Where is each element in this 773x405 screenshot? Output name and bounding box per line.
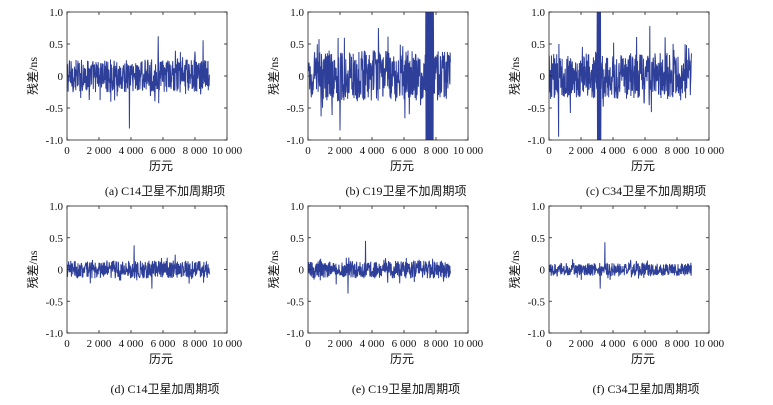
y-tick-label: -0.5 [46,103,64,115]
y-tick-label: -1.0 [46,328,64,340]
x-tick-label: 6 000 [151,145,176,157]
x-tick-label: 2 000 [87,145,112,157]
x-axis-label: 历元 [149,352,173,366]
y-tick-label: -1.0 [46,135,64,147]
x-tick-label: 4 000 [360,338,385,350]
x-axis-label: 历元 [631,352,655,366]
x-tick-label: 0 [305,145,311,157]
x-tick-label: 0 [64,145,70,157]
caption-a: (a) C14卫星不加周期项 [104,184,226,198]
x-tick-label: 4 000 [360,145,385,157]
chart-5: 0 2 000 4 000 6 000 8 000 10 000 -1.0 -0.5 0 0.5 1… [267,201,484,366]
y-tick-label: -1.0 [528,328,546,340]
y-axis-label: 残差/ns [267,250,281,288]
y-tick-label: 0 [540,265,546,277]
y-tick-label: -0.5 [287,103,305,115]
y-axis-label: 残差/ns [267,57,281,95]
y-tick-label: 1.0 [49,201,63,213]
x-tick-label: 0 [64,338,70,350]
y-tick-label: -1.0 [528,135,546,147]
x-axis-label: 历元 [149,159,173,173]
y-tick-label: -0.5 [46,296,64,308]
y-tick-label: 0 [540,71,546,83]
caption-b: (b) C19卫星不加周期项 [345,184,467,198]
x-tick-label: 6 000 [392,338,417,350]
y-tick-label: 0.5 [531,233,545,245]
y-tick-label: -0.5 [528,103,546,115]
y-axis-label: 残差/ns [508,57,522,95]
series-line [549,242,692,289]
x-tick-label: 2 000 [569,338,594,350]
series-line [549,12,692,140]
x-tick-label: 4 000 [119,145,144,157]
y-tick-label: 0.5 [49,39,63,51]
series-line [308,12,451,140]
chart-2: 0 2 000 4 000 6 000 8 000 10 000 -1.0 -0.5 0 0.5 1… [267,7,484,173]
y-tick-label: 0 [58,265,64,277]
y-tick-label: 1.0 [531,201,545,213]
caption-d: (d) C14卫星加周期项 [110,382,220,396]
y-tick-label: -0.5 [287,296,305,308]
x-tick-label: 0 [546,145,552,157]
series-line [67,36,210,129]
x-tick-label: 10 000 [694,338,725,350]
x-tick-label: 4 000 [119,338,144,350]
x-tick-label: 2 000 [328,338,353,350]
x-tick-label: 2 000 [87,338,112,350]
chart-6: 0 2 000 4 000 6 000 8 000 10 000 -1.0 -0.5 0 0.5 1… [508,201,725,366]
y-axis-label: 残差/ns [26,250,40,288]
x-tick-label: 6 000 [633,145,658,157]
x-axis-label: 历元 [390,159,414,173]
y-tick-label: 1.0 [531,7,545,19]
y-tick-label: 0.5 [49,233,63,245]
x-tick-label: 8 000 [424,145,449,157]
caption-f: (f) C34卫星加周期项 [592,382,700,396]
x-tick-label: 6 000 [633,338,658,350]
x-axis-label: 历元 [390,352,414,366]
x-tick-label: 10 000 [453,338,484,350]
x-tick-label: 8 000 [183,338,208,350]
y-tick-label: 0 [299,71,305,83]
y-tick-label: -1.0 [287,135,305,147]
x-tick-label: 8 000 [183,145,208,157]
x-axis-label: 历元 [631,159,655,173]
y-tick-label: 0.5 [290,233,304,245]
y-axis-label: 残差/ns [508,250,522,288]
x-tick-label: 6 000 [151,338,176,350]
chart-3: 0 2 000 4 000 6 000 8 000 10 000 -1.0 -0.5 0 0.5 1… [508,7,725,173]
x-tick-label: 0 [305,338,311,350]
series-line [308,240,451,294]
x-tick-label: 8 000 [424,338,449,350]
x-tick-label: 4 000 [601,338,626,350]
x-tick-label: 10 000 [694,145,725,157]
caption-e: (e) C19卫星加周期项 [351,382,461,396]
x-tick-label: 10 000 [212,145,243,157]
y-tick-label: -1.0 [287,328,305,340]
y-tick-label: 0.5 [290,39,304,51]
x-tick-label: 0 [546,338,552,350]
x-tick-label: 6 000 [392,145,417,157]
series-line [67,245,210,289]
x-tick-label: 10 000 [212,338,243,350]
y-tick-label: 0 [58,71,64,83]
x-tick-label: 2 000 [569,145,594,157]
x-tick-label: 2 000 [328,145,353,157]
chart-4: 0 2 000 4 000 6 000 8 000 10 000 -1.0 -0.5 0 0.5 1… [26,201,243,366]
y-tick-label: 0 [299,265,305,277]
x-tick-label: 4 000 [601,145,626,157]
x-tick-label: 8 000 [665,145,690,157]
caption-c: (c) C34卫星不加周期项 [585,184,707,198]
y-tick-label: -0.5 [528,296,546,308]
x-tick-label: 10 000 [453,145,484,157]
y-tick-label: 1.0 [290,7,304,19]
y-tick-label: 1.0 [49,7,63,19]
y-axis-label: 残差/ns [26,57,40,95]
x-tick-label: 8 000 [665,338,690,350]
chart-1: 0 2 000 4 000 6 000 8 000 10 000 -1.0 -0.5 0 0.5 1… [26,7,243,173]
y-tick-label: 0.5 [531,39,545,51]
y-tick-label: 1.0 [290,201,304,213]
